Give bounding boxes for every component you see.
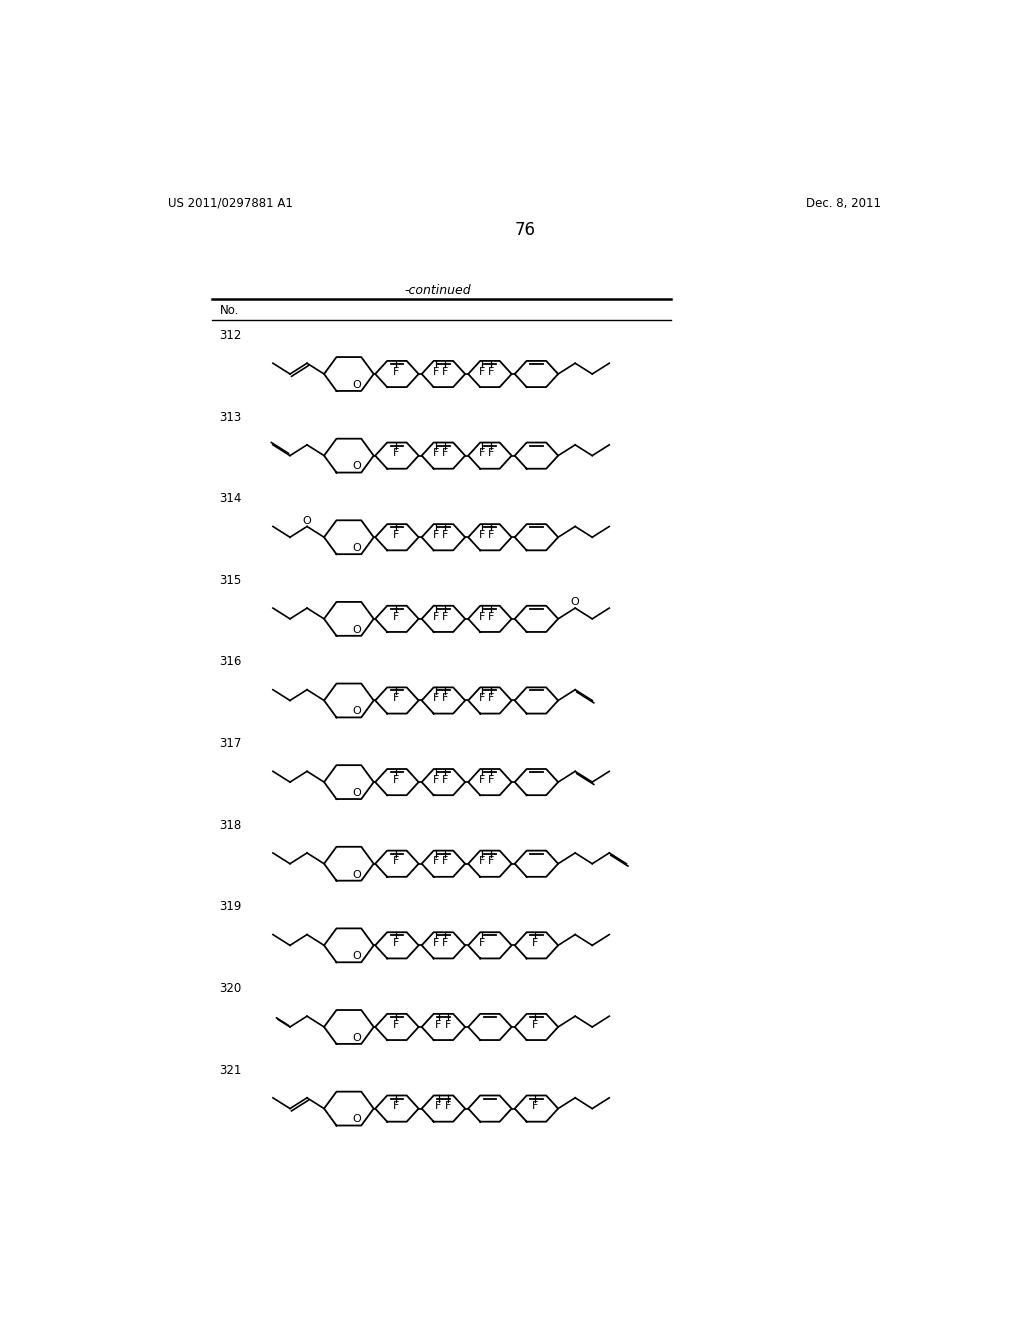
Text: -continued: -continued xyxy=(404,284,471,297)
Text: 320: 320 xyxy=(219,982,242,995)
Text: O: O xyxy=(303,516,311,525)
Text: F: F xyxy=(393,529,399,540)
Text: F: F xyxy=(442,775,449,785)
Text: F: F xyxy=(479,857,485,866)
Text: F: F xyxy=(487,693,495,704)
Text: F: F xyxy=(487,611,495,622)
Text: F: F xyxy=(393,367,399,376)
Text: F: F xyxy=(479,939,485,948)
Text: 76: 76 xyxy=(514,220,536,239)
Text: F: F xyxy=(532,1101,539,1111)
Text: O: O xyxy=(352,1032,361,1043)
Text: O: O xyxy=(352,952,361,961)
Text: F: F xyxy=(393,775,399,785)
Text: 316: 316 xyxy=(219,656,242,668)
Text: No.: No. xyxy=(219,305,239,317)
Text: 318: 318 xyxy=(219,818,242,832)
Text: 317: 317 xyxy=(219,737,242,750)
Text: F: F xyxy=(432,611,439,622)
Text: O: O xyxy=(352,624,361,635)
Text: F: F xyxy=(442,449,449,458)
Text: F: F xyxy=(445,1019,452,1030)
Text: O: O xyxy=(352,870,361,879)
Text: F: F xyxy=(442,857,449,866)
Text: F: F xyxy=(487,367,495,376)
Text: US 2011/0297881 A1: US 2011/0297881 A1 xyxy=(168,197,293,210)
Text: F: F xyxy=(432,775,439,785)
Text: 315: 315 xyxy=(219,574,242,587)
Text: F: F xyxy=(393,1101,399,1111)
Text: F: F xyxy=(532,939,539,948)
Text: F: F xyxy=(479,367,485,376)
Text: F: F xyxy=(432,367,439,376)
Text: O: O xyxy=(352,788,361,797)
Text: F: F xyxy=(442,529,449,540)
Text: O: O xyxy=(352,543,361,553)
Text: F: F xyxy=(393,693,399,704)
Text: F: F xyxy=(487,449,495,458)
Text: F: F xyxy=(442,693,449,704)
Text: F: F xyxy=(479,775,485,785)
Text: F: F xyxy=(479,693,485,704)
Text: O: O xyxy=(352,462,361,471)
Text: F: F xyxy=(487,857,495,866)
Text: Dec. 8, 2011: Dec. 8, 2011 xyxy=(806,197,882,210)
Text: F: F xyxy=(487,775,495,785)
Text: O: O xyxy=(570,598,580,607)
Text: F: F xyxy=(393,939,399,948)
Text: 321: 321 xyxy=(219,1064,242,1077)
Text: F: F xyxy=(479,529,485,540)
Text: F: F xyxy=(393,1019,399,1030)
Text: F: F xyxy=(442,611,449,622)
Text: F: F xyxy=(532,1019,539,1030)
Text: F: F xyxy=(445,1101,452,1111)
Text: O: O xyxy=(352,1114,361,1125)
Text: 314: 314 xyxy=(219,492,242,506)
Text: F: F xyxy=(435,1019,441,1030)
Text: F: F xyxy=(393,857,399,866)
Text: O: O xyxy=(352,706,361,717)
Text: F: F xyxy=(432,529,439,540)
Text: F: F xyxy=(479,449,485,458)
Text: F: F xyxy=(432,939,439,948)
Text: F: F xyxy=(487,529,495,540)
Text: O: O xyxy=(352,380,361,389)
Text: 312: 312 xyxy=(219,329,242,342)
Text: F: F xyxy=(432,857,439,866)
Text: F: F xyxy=(393,611,399,622)
Text: F: F xyxy=(435,1101,441,1111)
Text: F: F xyxy=(432,693,439,704)
Text: F: F xyxy=(442,367,449,376)
Text: F: F xyxy=(479,611,485,622)
Text: F: F xyxy=(442,939,449,948)
Text: F: F xyxy=(432,449,439,458)
Text: 313: 313 xyxy=(219,411,242,424)
Text: F: F xyxy=(393,449,399,458)
Text: 319: 319 xyxy=(219,900,242,913)
